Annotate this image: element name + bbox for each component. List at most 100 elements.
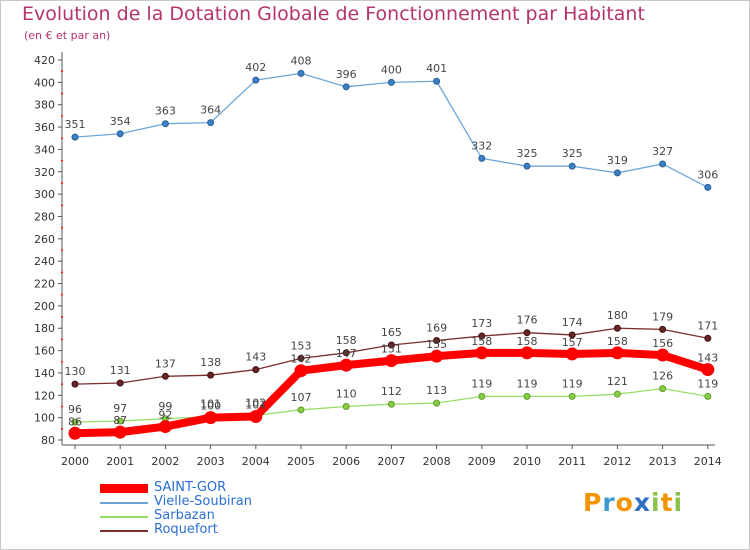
data-point-sarbazan [116,417,124,425]
y-tick-label: 320 [34,166,55,179]
y-minor-tick [61,226,63,229]
data-label-saint-gor: 158 [607,335,628,348]
data-label-vielle-soubiran: 400 [381,63,402,76]
data-label-roquefort: 179 [652,310,673,323]
y-minor-tick [61,137,63,140]
y-minor-tick [61,204,63,207]
data-label-vielle-soubiran: 332 [471,139,492,152]
data-label-roquefort: 173 [471,317,492,330]
y-minor-tick [61,114,63,117]
y-tick-label: 300 [34,188,55,201]
x-tick-label: 2008 [423,455,451,468]
data-label-saint-gor: 158 [471,335,492,348]
data-label-roquefort: 143 [245,351,266,364]
data-label-saint-gor: 155 [426,338,447,351]
data-label-saint-gor: 92 [158,409,172,422]
data-label-saint-gor: 142 [291,353,312,366]
data-label-vielle-soubiran: 396 [336,68,357,81]
data-label-sarbazan: 121 [607,375,628,388]
chart-title: Evolution de la Dotation Globale de Fonc… [22,3,645,25]
legend-label: SAINT-GOR [154,480,227,495]
logo-letter: r [602,488,616,517]
data-point-saint-gor [68,426,82,440]
data-point-vielle-soubiran [478,154,486,162]
legend-item-roquefort: Roquefort [100,522,360,538]
data-label-vielle-soubiran: 364 [200,104,221,117]
y-minor-tick [61,316,63,319]
legend-label: Vielle-Soubiran [154,494,252,509]
data-point-roquefort [116,379,124,387]
data-point-roquefort [523,329,531,337]
data-label-vielle-soubiran: 402 [245,61,266,74]
data-label-sarbazan: 112 [381,385,402,398]
data-label-sarbazan: 119 [517,377,538,390]
data-label-sarbazan: 119 [562,377,583,390]
data-label-roquefort: 165 [381,326,402,339]
y-minor-tick [61,271,63,274]
data-label-saint-gor: 100 [200,400,221,413]
x-tick-label: 2004 [242,455,270,468]
legend-label: Sarbazan [154,508,215,523]
data-point-sarbazan [704,392,712,400]
y-tick-label: 240 [34,255,55,268]
data-label-saint-gor: 157 [562,336,583,349]
data-label-vielle-soubiran: 354 [110,115,131,128]
y-minor-tick [61,338,63,341]
data-point-sarbazan [433,399,441,407]
data-point-sarbazan [71,418,79,426]
data-point-vielle-soubiran [297,69,305,77]
data-label-roquefort: 131 [110,364,131,377]
data-label-saint-gor: 143 [697,352,718,365]
data-label-vielle-soubiran: 363 [155,105,176,118]
y-tick-label: 220 [34,278,55,291]
data-point-saint-gor [113,425,127,439]
y-minor-tick [61,70,63,73]
y-tick-label: 360 [34,121,55,134]
x-tick-label: 2001 [106,455,134,468]
x-tick-label: 2010 [513,455,541,468]
y-minor-tick [61,249,63,251]
x-tick-label: 2012 [603,455,631,468]
data-point-saint-gor [384,354,398,368]
logo-letter: P [583,488,603,517]
logo-letter: o [615,488,634,517]
data-point-vielle-soubiran [161,120,169,128]
data-point-saint-gor [565,347,579,361]
proxiti-logo: Proxiti [583,488,683,517]
y-minor-tick [61,293,63,296]
data-point-saint-gor [610,346,624,360]
data-label-roquefort: 180 [607,309,628,322]
data-point-vielle-soubiran [433,77,441,85]
data-label-sarbazan: 101 [200,398,221,411]
data-point-roquefort [207,371,215,379]
legend-label: Roquefort [154,522,218,537]
y-tick-label: 380 [34,99,55,112]
legend-item-sarbazan: Sarbazan [100,508,360,524]
x-tick-label: 2014 [694,455,722,468]
data-label-vielle-soubiran: 325 [517,147,538,160]
y-tick-label: 340 [34,143,55,156]
data-point-saint-gor [339,358,353,372]
data-label-roquefort: 169 [426,322,447,335]
data-point-roquefort [252,366,260,374]
data-label-saint-gor: 86 [68,415,82,428]
y-minor-tick [61,181,63,184]
chart-subtitle: (en € et par an) [24,29,111,42]
data-point-sarbazan [659,385,667,393]
data-point-saint-gor [249,410,263,424]
y-tick-label: 80 [41,434,55,447]
data-point-vielle-soubiran [207,119,215,127]
data-point-vielle-soubiran [116,130,124,138]
x-tick-label: 2005 [287,455,315,468]
data-point-sarbazan [523,392,531,400]
data-label-vielle-soubiran: 351 [65,118,86,131]
data-point-roquefort [478,332,486,340]
y-minor-tick [61,360,63,363]
logo-letter: i [651,488,661,517]
x-tick-label: 2002 [151,455,179,468]
series-vielle-soubiran [71,69,712,191]
data-point-vielle-soubiran [659,160,667,168]
data-label-sarbazan: 110 [336,387,357,400]
data-label-sarbazan: 126 [652,370,673,383]
y-minor-tick [61,92,63,95]
